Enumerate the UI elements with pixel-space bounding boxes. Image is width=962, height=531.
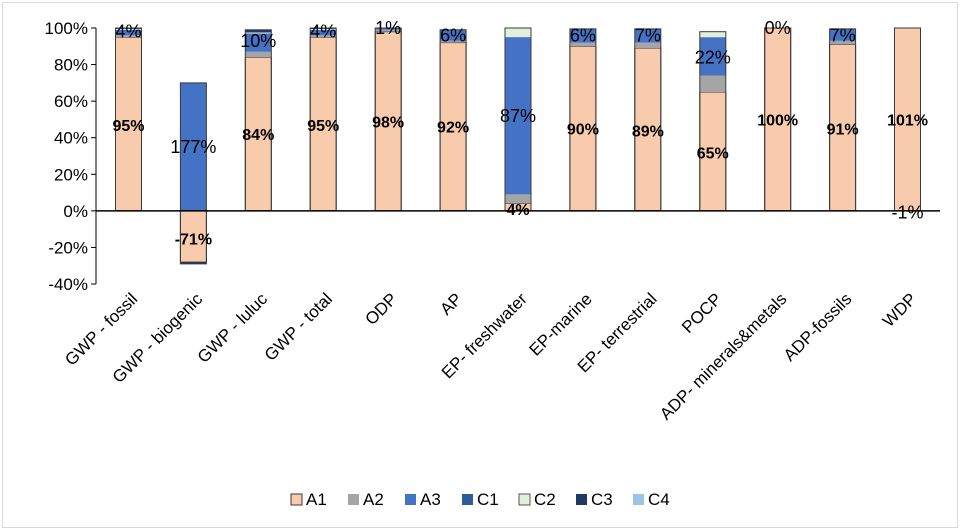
legend-swatch-a3 bbox=[405, 494, 416, 505]
bar-segment-c3 bbox=[245, 29, 272, 33]
x-tick-label: WDP bbox=[879, 289, 920, 330]
legend: A1 A2 A3 C1 C2 C3 C4 bbox=[290, 490, 670, 509]
bar-segment-a2 bbox=[699, 75, 726, 92]
bar-segment-a3 bbox=[310, 29, 337, 36]
x-tick-label: GWP - total bbox=[261, 289, 336, 364]
y-tick-label: 100% bbox=[45, 19, 88, 38]
bar-segment-c2 bbox=[505, 28, 531, 38]
legend-label-c4: C4 bbox=[648, 490, 670, 509]
bar-segment-a3 bbox=[245, 33, 272, 52]
data-label: 1% bbox=[375, 18, 401, 38]
x-tick-label: EP-marine bbox=[526, 289, 596, 359]
data-label: 84% bbox=[242, 127, 274, 144]
bar-segment-a2 bbox=[375, 29, 402, 32]
bar-segment-a1 bbox=[439, 42, 467, 212]
legend-swatch-c4 bbox=[633, 494, 644, 505]
bar-segment-a3 bbox=[115, 29, 142, 36]
data-label: 7% bbox=[635, 25, 661, 45]
legend-label-c2: C2 bbox=[534, 490, 556, 509]
y-tick-label: 80% bbox=[54, 56, 88, 75]
legend-swatch-a2 bbox=[348, 494, 359, 505]
legend-label-c3: C3 bbox=[591, 490, 613, 509]
bar-segment-a3 bbox=[375, 28, 402, 30]
bar-segment-a2 bbox=[310, 35, 337, 38]
legend-swatch-c1 bbox=[462, 494, 473, 505]
legend-label-a3: A3 bbox=[420, 490, 441, 509]
legend-label-a1: A1 bbox=[306, 490, 327, 509]
x-tick-label: POCP bbox=[678, 289, 726, 337]
data-label: 90% bbox=[567, 122, 599, 139]
y-tick-label: 0% bbox=[63, 202, 88, 221]
legend-label-a2: A2 bbox=[363, 490, 384, 509]
bar-segment-a3 bbox=[180, 82, 207, 211]
data-label: 95% bbox=[112, 118, 144, 135]
legend-swatch-c2 bbox=[518, 493, 531, 506]
bars-layer bbox=[115, 27, 921, 265]
bar-segment-a2 bbox=[829, 40, 856, 45]
x-tick-label: ADP- minerals&metals bbox=[656, 289, 790, 423]
x-tick-label: AP bbox=[436, 289, 465, 318]
bar-segment-a2 bbox=[115, 35, 142, 38]
bar-segment-a3 bbox=[569, 29, 596, 43]
data-label: 6% bbox=[440, 25, 466, 45]
data-label: 4% bbox=[310, 22, 336, 42]
data-label: 98% bbox=[372, 114, 404, 131]
bar-segment-a1 bbox=[569, 45, 597, 212]
data-label: 7% bbox=[830, 25, 856, 45]
data-label: 95% bbox=[307, 118, 339, 135]
bar-segment-c2 bbox=[310, 28, 337, 30]
data-label: 4% bbox=[506, 202, 529, 219]
data-label: -1% bbox=[892, 203, 924, 223]
data-label: 6% bbox=[570, 25, 596, 45]
bar-segment-a3 bbox=[505, 37, 531, 195]
data-labels-layer: 95% 4% -71% 177% 84% 10% 95% 4% 98% 1% 92% 6% 87% 4% 9… bbox=[112, 18, 928, 248]
data-label: 87% bbox=[500, 106, 536, 126]
y-tick-label: -40% bbox=[48, 275, 88, 294]
data-label: 0% bbox=[765, 18, 791, 38]
bar-segment-a1 bbox=[764, 27, 792, 212]
bar-segment-a2 bbox=[440, 40, 467, 43]
bar-segment-a2 bbox=[569, 42, 596, 47]
data-label: 22% bbox=[695, 47, 731, 67]
data-label: 101% bbox=[887, 112, 928, 129]
bar-segment-a3 bbox=[634, 29, 661, 43]
bar-segment-c2 bbox=[115, 28, 142, 30]
data-label: 100% bbox=[757, 112, 798, 129]
bar-segment-a1 bbox=[829, 44, 857, 212]
data-label: 89% bbox=[632, 123, 664, 140]
legend-swatch-a1 bbox=[290, 493, 303, 506]
data-label: 10% bbox=[240, 31, 276, 51]
bar-segment-c2 bbox=[699, 31, 726, 38]
y-tick-label: 40% bbox=[54, 129, 88, 148]
data-label: -71% bbox=[175, 231, 212, 248]
legend-label-c1: C1 bbox=[477, 490, 499, 509]
data-label: 4% bbox=[115, 22, 141, 42]
data-label: 92% bbox=[437, 120, 469, 137]
bar-segment-a2 bbox=[245, 51, 272, 58]
bar-segment-a3 bbox=[440, 29, 467, 41]
bar-outline bbox=[179, 82, 207, 265]
data-label: 177% bbox=[170, 137, 216, 157]
bar-segment-a3 bbox=[829, 29, 856, 41]
x-tick-label: ADP-fossils bbox=[780, 289, 856, 365]
y-tick-labels: -40% -20% 0% 20% 40% 60% 80% 100% bbox=[45, 19, 88, 294]
x-tick-label: ODP bbox=[361, 289, 400, 328]
axes-layer bbox=[91, 27, 940, 285]
data-label: 65% bbox=[697, 145, 729, 162]
x-tick-label: GWP - luluc bbox=[194, 289, 272, 367]
legend-swatch-c3 bbox=[576, 494, 587, 505]
bar-segment-a3 bbox=[699, 37, 726, 76]
bar-segment-c2 bbox=[245, 32, 272, 34]
y-tick-label: -20% bbox=[48, 238, 88, 257]
bar-segment-a2 bbox=[505, 194, 531, 204]
y-tick-label: 60% bbox=[54, 92, 88, 111]
bar-segment-a2 bbox=[634, 42, 661, 49]
data-label: 91% bbox=[827, 122, 859, 139]
y-tick-label: 20% bbox=[54, 165, 88, 184]
bar-segment-c3 bbox=[180, 262, 207, 264]
